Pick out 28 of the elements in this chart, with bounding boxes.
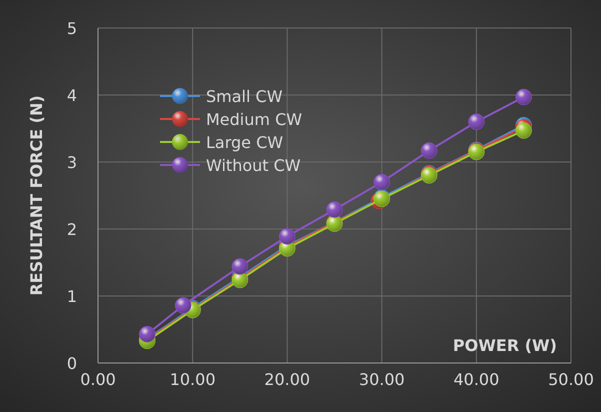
legend-label: Medium CW [206, 110, 302, 129]
point [326, 201, 343, 218]
y-tick-label: 0 [66, 354, 78, 373]
point [374, 174, 390, 190]
y-tick-label: 5 [66, 19, 78, 38]
x-tick-label: 30.00 [358, 370, 405, 389]
point [515, 88, 532, 106]
legend-label: Large CW [206, 133, 284, 152]
x-tick-label: 0.00 [80, 370, 116, 389]
point [138, 326, 156, 342]
x-tick-label: 20.00 [264, 370, 310, 389]
y-tick-label: 4 [66, 86, 78, 105]
x-tick-label: 10.00 [170, 370, 216, 389]
y-axis-title: RESULTANT FORCE (N) [27, 95, 46, 296]
point [232, 258, 248, 275]
legend-label: Without CW [206, 156, 301, 175]
y-tick-label: 2 [66, 220, 78, 239]
x-tick-label: 40.00 [453, 370, 500, 389]
point [420, 142, 438, 159]
y-tick-label: 1 [66, 287, 78, 306]
x-tick-label: 50.00 [548, 370, 594, 389]
point [515, 122, 532, 139]
point [468, 114, 485, 130]
y-tick-label: 3 [66, 153, 78, 172]
point [278, 228, 296, 245]
point [174, 297, 192, 314]
x-axis-title: POWER (W) [452, 336, 557, 355]
legend-label: Small CW [206, 87, 283, 106]
